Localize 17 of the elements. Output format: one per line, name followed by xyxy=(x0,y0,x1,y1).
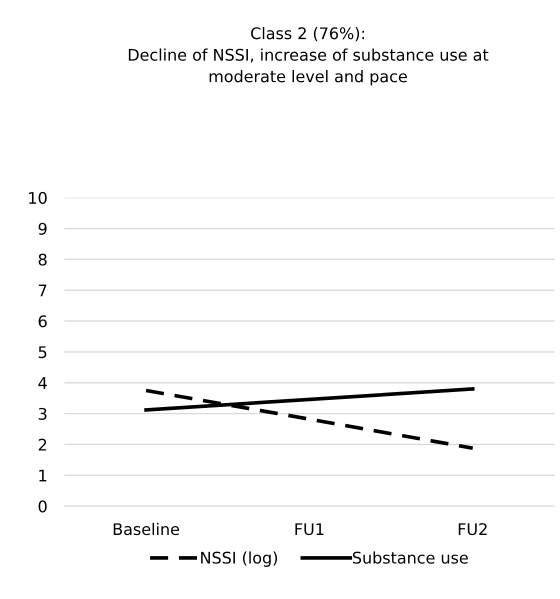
legend-label: NSSI (log) xyxy=(201,551,278,567)
y-tick-label: 5 xyxy=(38,346,46,358)
y-tick-label: 6 xyxy=(38,315,47,328)
chart-title: Class 2 (76%): Decline of NSSI, increase of substance use at moderate level and pace xyxy=(128,26,488,86)
y-tick-label: 9 xyxy=(38,222,47,235)
y-tick-label: 3 xyxy=(38,408,46,420)
y-tick-label: 0 xyxy=(38,500,47,512)
x-tick-label: FU2 xyxy=(458,523,487,536)
y-tick-label: 4 xyxy=(38,377,47,389)
legend-label: Substance use xyxy=(352,551,468,564)
y-tick-label: 2 xyxy=(38,438,46,451)
y-tick-label: 1 xyxy=(39,470,46,482)
x-tick-label: FU1 xyxy=(295,523,324,536)
y-tick-label: 7 xyxy=(38,284,46,296)
x-tick-label: Baseline xyxy=(114,522,180,536)
y-tick-label: 10 xyxy=(29,192,47,204)
y-tick-label: 8 xyxy=(38,254,47,266)
